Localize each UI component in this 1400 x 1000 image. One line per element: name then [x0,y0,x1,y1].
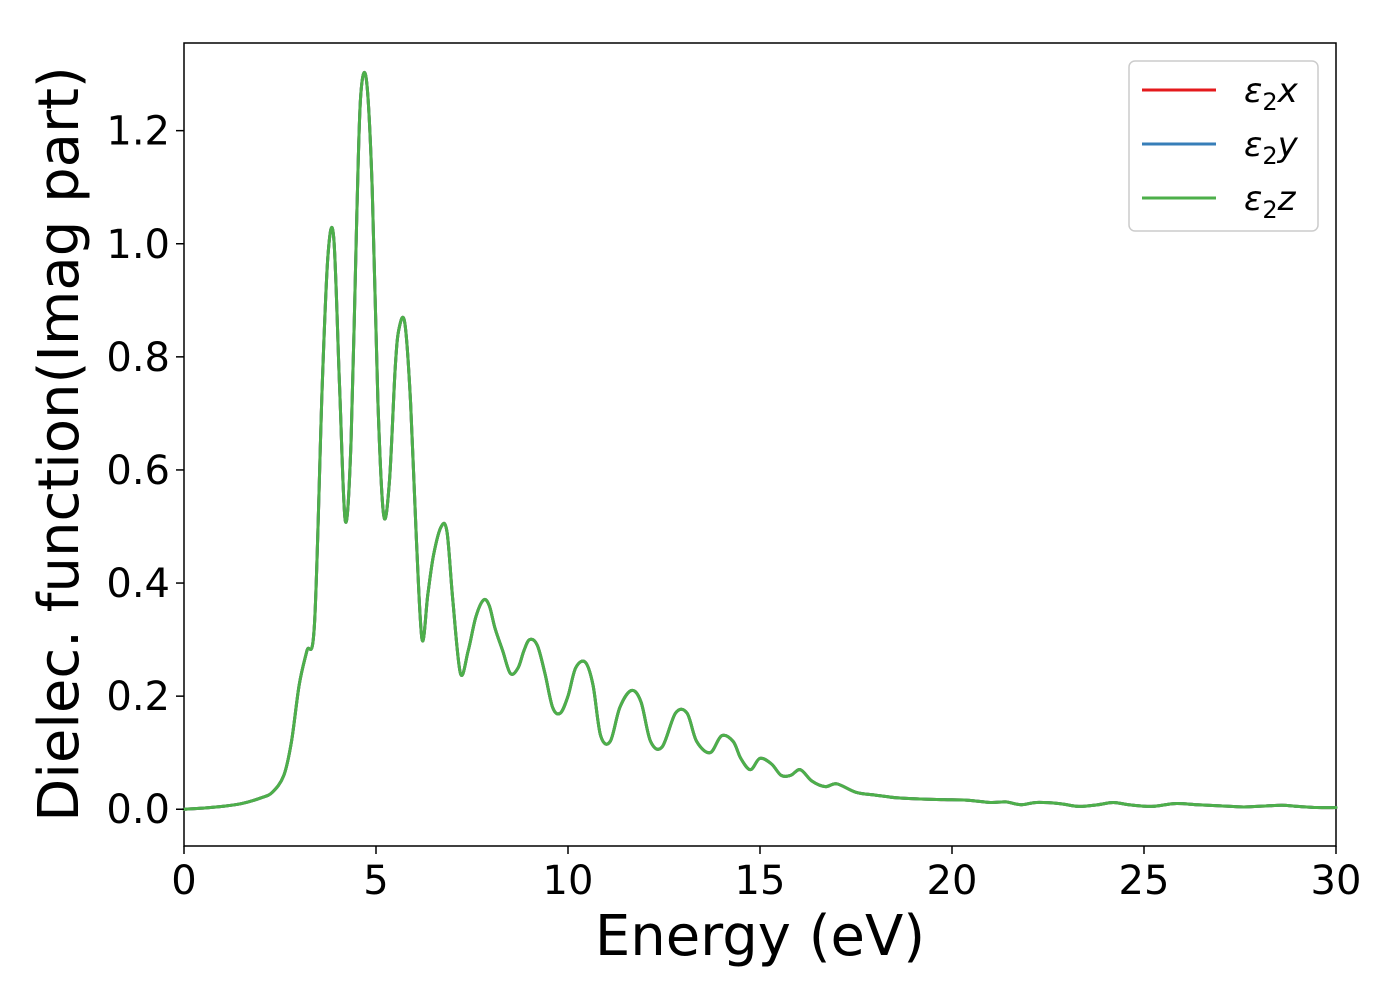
y-tick-label: 1.0 [106,222,170,268]
legend-label: ε2y [1244,125,1299,170]
legend-label-suffix: y [1277,125,1299,165]
y-tick-label: 0.8 [106,335,170,381]
legend-box [1128,60,1319,232]
x-tick-label: 30 [1311,858,1362,904]
legend-label-symbol: ε [1244,71,1262,111]
y-axis-ticks: 0.0 0.2 0.4 0.6 0.8 1.0 1.2 [106,109,184,833]
y-tick-label: 0.6 [106,448,170,494]
legend-label-suffix: z [1277,179,1297,219]
y-tick-label: 0.4 [106,561,170,607]
legend-label-subscript: 2 [1262,88,1277,116]
x-tick-label: 25 [1119,858,1170,904]
legend-label: ε2z [1244,179,1297,224]
y-tick-label: 0.0 [106,787,170,833]
y-tick-label: 1.2 [106,109,170,155]
x-tick-label: 10 [543,858,594,904]
x-tick-label: 5 [363,858,388,904]
legend-label-subscript: 2 [1262,142,1277,170]
legend-label: ε2x [1244,71,1299,116]
y-tick-label: 0.2 [106,674,170,720]
x-axis-label: Energy (eV) [595,904,925,969]
legend-label-subscript: 2 [1262,196,1277,224]
x-tick-label: 20 [927,858,978,904]
series-line-3 [182,71,1338,811]
legend-label-suffix: x [1277,71,1299,111]
legend-label-symbol: ε [1244,125,1262,165]
series-layer [182,71,1338,811]
y-axis-label: Dielec. function(Imag part) [27,66,92,822]
legend-label-symbol: ε [1244,179,1262,219]
x-tick-label: 15 [735,858,786,904]
x-tick-label: 0 [171,858,196,904]
x-axis-ticks: 0 5 10 15 20 25 30 [171,846,1361,904]
